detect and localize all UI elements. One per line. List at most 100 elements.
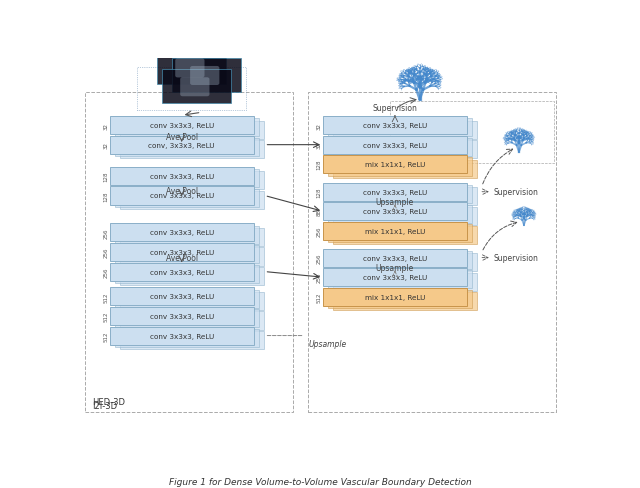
FancyBboxPatch shape [328,185,472,203]
FancyBboxPatch shape [120,228,264,246]
Text: 88: 88 [317,208,321,215]
FancyBboxPatch shape [120,248,264,266]
FancyBboxPatch shape [110,327,253,345]
FancyBboxPatch shape [333,161,477,179]
Text: conv 3x3x3, ReLU: conv 3x3x3, ReLU [150,174,214,180]
FancyBboxPatch shape [328,290,472,308]
FancyBboxPatch shape [157,51,227,85]
FancyBboxPatch shape [328,158,472,176]
FancyBboxPatch shape [115,139,259,157]
Text: Ave Pool: Ave Pool [166,253,198,262]
FancyBboxPatch shape [190,67,220,86]
Text: conv 3x3x3, ReLU: conv 3x3x3, ReLU [150,294,214,300]
Text: conv 3x3x3, ReLU: conv 3x3x3, ReLU [363,275,427,281]
Text: conv 3x3x3, ReLU: conv 3x3x3, ReLU [363,142,427,148]
Text: 512: 512 [103,311,108,322]
FancyBboxPatch shape [323,117,467,135]
Text: conv 3x3x3, ReLU: conv 3x3x3, ReLU [150,269,214,275]
FancyBboxPatch shape [328,271,472,289]
FancyBboxPatch shape [110,136,253,154]
FancyBboxPatch shape [333,227,477,245]
Text: 512: 512 [103,291,108,302]
Text: conv 3x3x3, ReLU: conv 3x3x3, ReLU [150,333,214,339]
FancyBboxPatch shape [115,119,259,137]
Text: Ave Pool: Ave Pool [166,133,198,142]
FancyBboxPatch shape [328,251,472,269]
Text: I2I-3D: I2I-3D [92,402,118,410]
Text: 128: 128 [317,160,321,170]
Text: 128: 128 [317,187,321,198]
Text: mix 1x1x1, ReLU: mix 1x1x1, ReLU [365,294,425,300]
Text: conv 3x3x3, ReLU: conv 3x3x3, ReLU [150,313,214,319]
FancyBboxPatch shape [115,309,259,327]
Text: 256: 256 [103,247,108,258]
Text: conv 3x3x3, ReLU: conv 3x3x3, ReLU [150,249,214,255]
Text: mix 1x1x1, ReLU: mix 1x1x1, ReLU [365,162,425,168]
Text: 128: 128 [103,191,108,202]
FancyBboxPatch shape [110,244,253,262]
Text: 32: 32 [317,142,321,149]
FancyBboxPatch shape [323,249,467,267]
Text: 256: 256 [317,272,321,283]
Text: mix 1x1x1, ReLU: mix 1x1x1, ReLU [365,228,425,234]
FancyBboxPatch shape [328,205,472,223]
FancyBboxPatch shape [162,70,231,103]
FancyBboxPatch shape [333,273,477,291]
FancyBboxPatch shape [120,192,264,210]
Text: Figure 1 for Dense Volume-to-Volume Vascular Boundary Detection: Figure 1 for Dense Volume-to-Volume Vasc… [168,477,472,486]
FancyBboxPatch shape [323,203,467,221]
FancyBboxPatch shape [323,268,467,286]
Text: Ave Pool: Ave Pool [166,187,198,196]
Text: 512: 512 [317,292,321,303]
Text: conv, 3x3x3, ReLU: conv, 3x3x3, ReLU [148,142,215,148]
FancyBboxPatch shape [120,312,264,330]
FancyBboxPatch shape [120,122,264,140]
FancyBboxPatch shape [110,263,253,281]
FancyBboxPatch shape [323,223,467,241]
FancyBboxPatch shape [323,136,467,154]
Text: conv 3x3x3, ReLU: conv 3x3x3, ReLU [150,230,214,236]
FancyBboxPatch shape [110,307,253,325]
FancyBboxPatch shape [333,188,477,206]
Text: conv 3x3x3, ReLU: conv 3x3x3, ReLU [363,189,427,195]
Text: HED-3D: HED-3D [92,397,125,406]
Text: conv 3x3x3, ReLU: conv 3x3x3, ReLU [363,209,427,215]
FancyBboxPatch shape [120,331,264,349]
Text: conv 3x3x3, ReLU: conv 3x3x3, ReLU [150,193,214,199]
FancyBboxPatch shape [328,139,472,157]
FancyBboxPatch shape [333,293,477,311]
Text: 256: 256 [317,226,321,237]
FancyBboxPatch shape [333,254,477,272]
FancyBboxPatch shape [110,167,253,185]
FancyBboxPatch shape [115,226,259,244]
Text: Upsample: Upsample [376,264,414,273]
Text: Upsample: Upsample [308,339,346,348]
Text: Supervision: Supervision [372,103,417,112]
FancyBboxPatch shape [120,172,264,190]
FancyBboxPatch shape [115,189,259,207]
FancyBboxPatch shape [120,267,264,285]
FancyBboxPatch shape [172,59,241,92]
FancyBboxPatch shape [115,170,259,188]
Text: 512: 512 [103,331,108,341]
Text: 256: 256 [103,228,108,238]
Text: Supervision: Supervision [493,188,538,197]
Text: 32: 32 [317,122,321,129]
FancyBboxPatch shape [115,329,259,347]
FancyBboxPatch shape [120,141,264,159]
FancyBboxPatch shape [333,141,477,159]
FancyBboxPatch shape [180,78,209,97]
Text: conv 3x3x3, ReLU: conv 3x3x3, ReLU [363,123,427,129]
Text: 32: 32 [103,122,108,129]
FancyBboxPatch shape [175,60,205,78]
FancyBboxPatch shape [328,224,472,243]
FancyBboxPatch shape [110,288,253,306]
FancyBboxPatch shape [115,290,259,308]
FancyBboxPatch shape [323,288,467,306]
FancyBboxPatch shape [323,156,467,174]
FancyBboxPatch shape [333,122,477,140]
Text: conv 3x3x3, ReLU: conv 3x3x3, ReLU [150,123,214,129]
Text: Upsample: Upsample [376,198,414,207]
Text: conv 3x3x3, ReLU: conv 3x3x3, ReLU [363,255,427,261]
FancyBboxPatch shape [328,119,472,137]
